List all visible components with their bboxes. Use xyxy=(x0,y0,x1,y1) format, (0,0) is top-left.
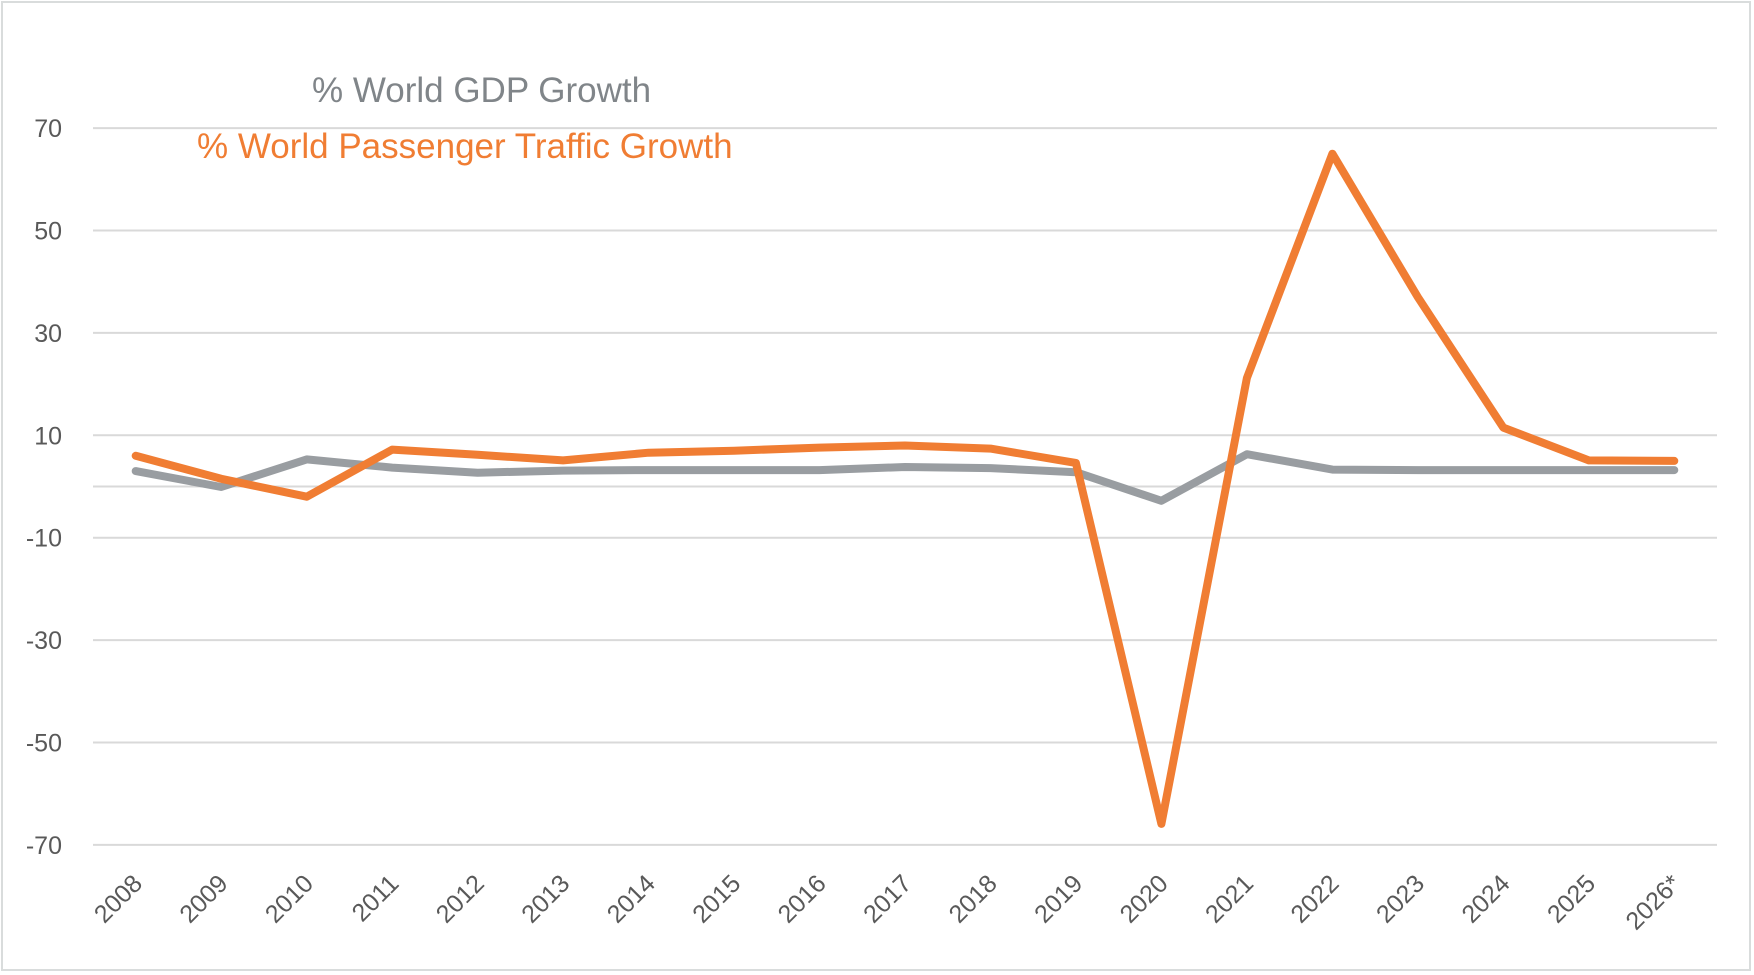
x-tick-label: 2021 xyxy=(1200,869,1259,928)
series-lines xyxy=(131,149,1679,828)
x-tick-label: 2015 xyxy=(687,869,746,928)
x-tick-label: 2024 xyxy=(1456,869,1515,928)
x-tick-label: 2020 xyxy=(1115,869,1174,928)
y-tick-label: 10 xyxy=(34,422,62,450)
x-tick-label: 2016 xyxy=(773,869,832,928)
legend: % World GDP Growth % World Passenger Tra… xyxy=(197,71,733,166)
x-tick-label: 2013 xyxy=(516,869,575,928)
x-tick-label: 2009 xyxy=(174,869,233,928)
y-tick-label: 30 xyxy=(34,320,62,348)
y-tick-label: 70 xyxy=(34,115,62,143)
gridlines xyxy=(93,127,1717,846)
x-tick-label: 2018 xyxy=(944,869,1003,928)
x-tick-label: 2022 xyxy=(1285,869,1344,928)
x-tick-label: 2008 xyxy=(89,869,148,928)
x-tick-label: 2023 xyxy=(1371,869,1430,928)
y-tick-label: -70 xyxy=(26,832,62,860)
y-tick-label: -30 xyxy=(26,627,62,655)
y-tick-label: -50 xyxy=(26,730,62,758)
y-axis-ticks: -70 -50 -30 -10 10 30 50 70 xyxy=(26,115,62,860)
x-tick-label: 2011 xyxy=(347,869,405,927)
legend-entry-gdp: % World GDP Growth xyxy=(312,71,651,110)
x-tick-label: 2026* xyxy=(1620,869,1686,935)
series-line-gdp xyxy=(131,450,1679,505)
x-tick-label: 2025 xyxy=(1542,869,1601,928)
x-tick-label: 2014 xyxy=(602,869,661,928)
x-tick-label: 2010 xyxy=(260,869,319,928)
y-tick-label: 50 xyxy=(34,218,62,246)
legend-entry-passenger-traffic: % World Passenger Traffic Growth xyxy=(197,127,733,166)
x-tick-label: 2019 xyxy=(1029,869,1088,928)
x-tick-label: 2017 xyxy=(858,869,917,928)
series-line-passenger-traffic xyxy=(131,149,1679,828)
x-tick-label: 2012 xyxy=(431,869,490,928)
y-tick-label: -10 xyxy=(26,525,62,553)
x-axis-ticks: 2008 2009 2010 2011 2012 2013 2014 2015 2016 2017… xyxy=(89,869,1687,935)
